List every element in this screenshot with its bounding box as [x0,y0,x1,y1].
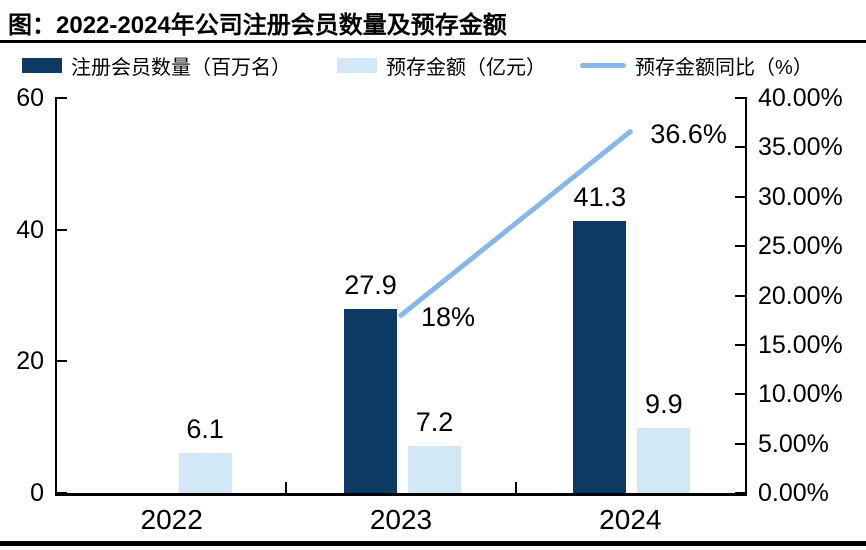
legend-item-prepaid-yoy: 预存金额同比（%） [580,52,813,79]
right-axis-tick-label: 35.00% [758,133,843,162]
right-tick-mark [735,343,745,346]
bar-swatch-icon [337,57,377,73]
legend-item-registered-members: 注册会员数量（百万名） [22,52,291,79]
yoy-line [398,129,633,318]
right-axis-tick-label: 15.00% [758,330,843,359]
bar-prepaid-amount [637,427,691,493]
left-tick-mark [57,360,67,363]
right-axis-tick-label: 20.00% [758,281,843,310]
right-axis-tick-label: 30.00% [758,182,843,211]
legend-label: 注册会员数量（百万名） [71,56,291,79]
right-tick-mark [735,245,745,248]
x-axis-label: 2022 [140,504,203,535]
bar-value-label: 27.9 [344,270,397,301]
bottom-border [0,541,866,546]
right-tick-mark [735,97,745,99]
legend-label: 预存金额（亿元） [386,56,546,79]
bar-registered-members [344,309,397,493]
x-axis-label: 2024 [599,504,662,535]
left-axis-tick-label: 20 [16,347,44,376]
right-tick-mark [735,393,745,396]
bar-registered-members [573,221,627,493]
x-axis-label: 2023 [369,504,433,535]
line-swatch-icon [580,62,626,68]
bar-value-label: 9.9 [645,388,683,419]
left-axis-tick-label: 60 [16,84,44,112]
left-axis-tick-label: 40 [16,215,44,244]
x-tick-mark [514,482,517,493]
line-point-label: 36.6% [650,118,727,149]
bar-value-label: 7.2 [415,406,454,437]
title-underline [0,40,866,43]
bar-value-label: 41.3 [573,182,627,213]
bar-prepaid-amount [408,445,461,493]
right-tick-mark [735,442,745,445]
legend-item-prepaid-amount: 预存金额（亿元） [337,52,546,79]
right-tick-mark [735,294,745,297]
right-tick-mark [735,492,745,494]
x-tick-mark [285,482,288,493]
chart-title: 图：2022-2024年公司注册会员数量及预存金额 [8,12,507,39]
plot-area [55,97,747,496]
left-axis-tick-label: 0 [30,479,44,507]
left-tick-mark [57,228,67,231]
right-axis-tick-label: 10.00% [758,380,843,409]
bar-value-label: 6.1 [186,413,224,444]
legend-label: 预存金额同比（%） [635,56,813,79]
line-point-label: 18% [421,302,476,333]
bar-swatch-icon [22,57,62,73]
right-tick-mark [735,195,745,198]
left-tick-mark [57,492,67,494]
right-axis-tick-label: 5.00% [758,429,829,458]
left-tick-mark [57,97,67,99]
right-axis-tick-label: 40.00% [758,84,843,112]
yoy-line-chart [398,129,633,318]
right-axis-tick-label: 25.00% [758,232,843,261]
right-tick-mark [735,146,745,149]
bar-prepaid-amount [178,452,232,493]
right-axis-tick-label: 0.00% [758,479,829,507]
